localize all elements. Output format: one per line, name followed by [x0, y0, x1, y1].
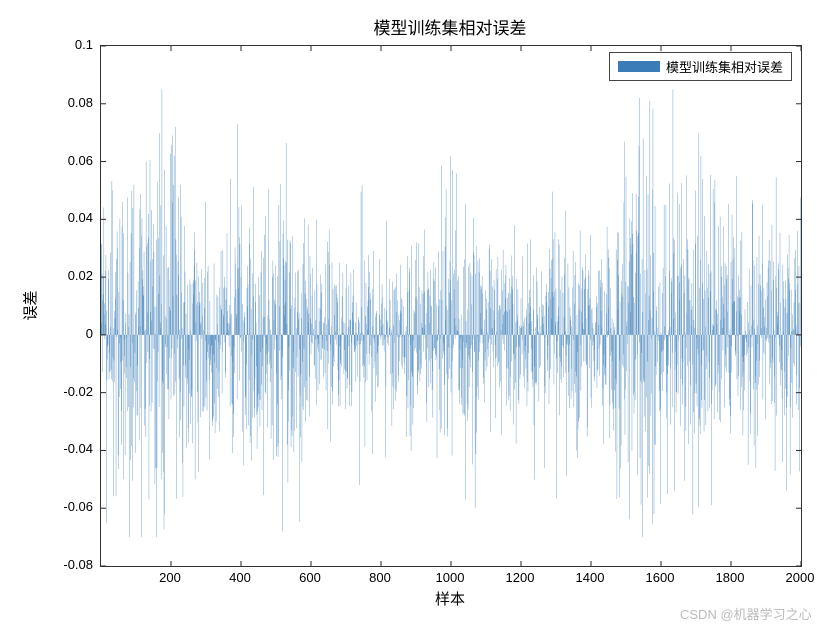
chart-container: 模型训练集相对误差 误差 样本 -0.08-0.06-0.04-0.0200.0…	[0, 0, 840, 630]
y-tick-label: 0.1	[45, 37, 93, 52]
plot-area	[100, 45, 802, 567]
legend: 模型训练集相对误差	[609, 52, 792, 81]
y-tick-label: -0.04	[45, 441, 93, 456]
x-tick-label: 200	[145, 570, 195, 585]
x-tick-label: 400	[215, 570, 265, 585]
x-tick-label: 1400	[565, 570, 615, 585]
y-tick-label: 0.02	[45, 268, 93, 283]
x-tick-label: 1200	[495, 570, 545, 585]
y-tick-label: -0.08	[45, 557, 93, 572]
x-tick-label: 1600	[635, 570, 685, 585]
y-tick-label: -0.06	[45, 499, 93, 514]
y-tick-label: 0.06	[45, 153, 93, 168]
y-tick-label: 0.04	[45, 210, 93, 225]
x-tick-label: 2000	[775, 570, 825, 585]
bar-series	[101, 89, 801, 537]
y-tick-label: 0.08	[45, 95, 93, 110]
x-tick-label: 600	[285, 570, 335, 585]
y-axis-label: 误差	[20, 290, 41, 320]
x-tick-label: 1800	[705, 570, 755, 585]
y-tick-label: -0.02	[45, 384, 93, 399]
x-tick-label: 800	[355, 570, 405, 585]
legend-label: 模型训练集相对误差	[666, 57, 783, 76]
y-tick-label: 0	[45, 326, 93, 341]
x-tick-label: 1000	[425, 570, 475, 585]
watermark: CSDN @机器学习之心	[680, 604, 812, 623]
legend-swatch	[618, 61, 660, 72]
chart-title: 模型训练集相对误差	[100, 14, 800, 39]
bar-series-svg	[101, 46, 801, 566]
